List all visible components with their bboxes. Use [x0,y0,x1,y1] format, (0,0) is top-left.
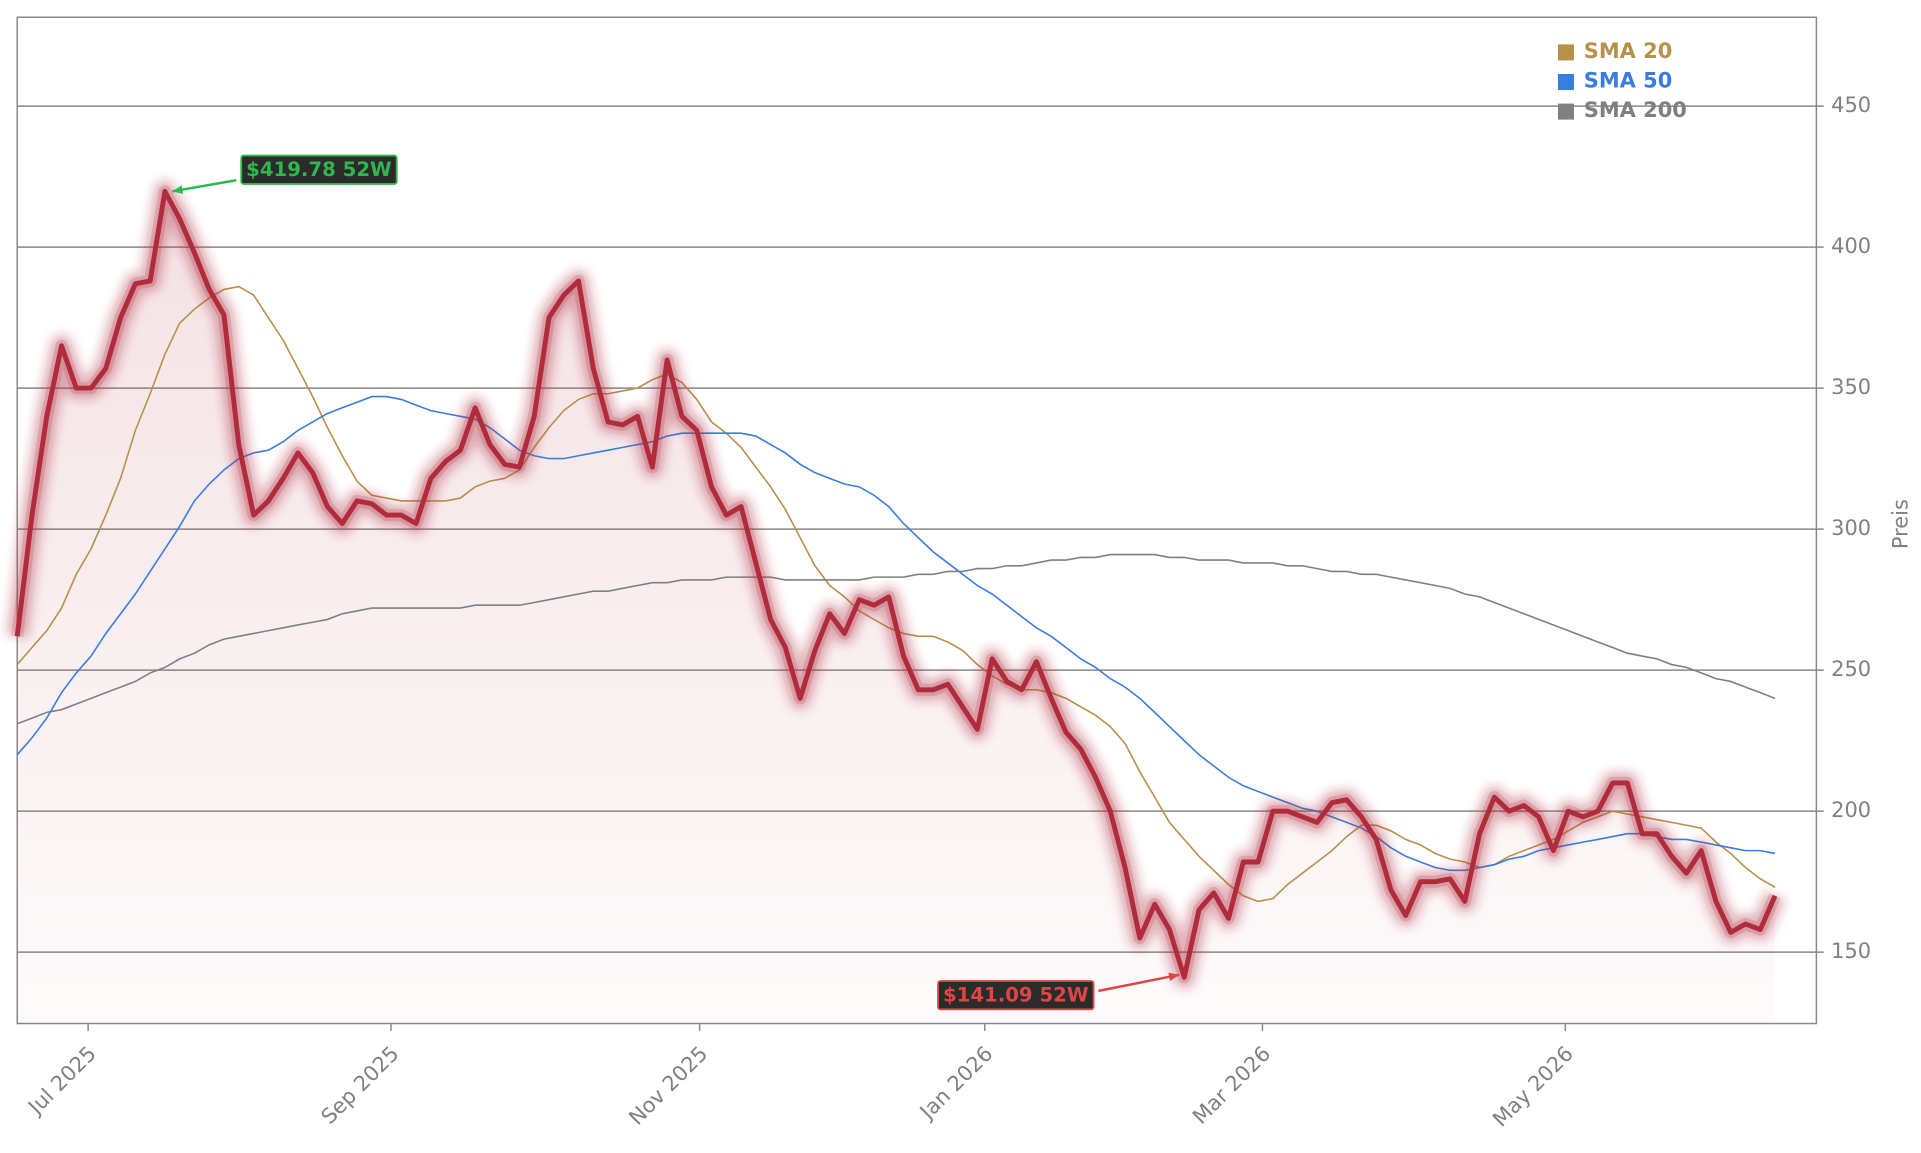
legend-swatch [1557,73,1574,91]
annotation-text: $141.09 52W [943,983,1089,1006]
y-tick-label: 200 [1831,798,1871,822]
annotation-box [937,980,1095,1011]
y-tick-label: 400 [1831,234,1871,258]
x-tick-label: Nov 2025 [624,1041,712,1129]
y-tick-label: 350 [1831,375,1871,399]
price-line [14,188,1778,980]
legend-swatch [1557,103,1574,120]
annotation-arrow [1098,973,1180,993]
y-tick-label: 150 [1831,939,1871,963]
annotation: $419.78 52W [172,154,398,194]
legend-label: SMA 20 [1584,39,1672,63]
annotation-arrow [172,179,237,193]
legend-swatch [1557,44,1574,61]
y-axis-label: Preis [1888,499,1912,549]
x-tick-label: Mar 2026 [1188,1041,1275,1128]
y-tick-label: 250 [1831,657,1871,681]
y-tick-label: 450 [1831,93,1871,117]
y-tick-label: 300 [1831,516,1871,540]
annotation-arrowhead [1168,972,1180,982]
x-tick-label: Sep 2025 [316,1041,403,1128]
annotation: $141.09 52W [937,972,1180,1011]
x-tick-label: Jul 2025 [22,1041,101,1120]
sma-line [16,553,1776,725]
legend-label: SMA 50 [1584,68,1672,92]
x-tick-label: May 2026 [1488,1041,1578,1131]
legend-label: SMA 200 [1584,98,1687,122]
annotation-text: $419.78 52W [246,158,392,181]
annotation-arrowhead [172,185,184,194]
x-tick-label: Jan 2026 [914,1041,998,1125]
annotation-box [240,154,398,185]
